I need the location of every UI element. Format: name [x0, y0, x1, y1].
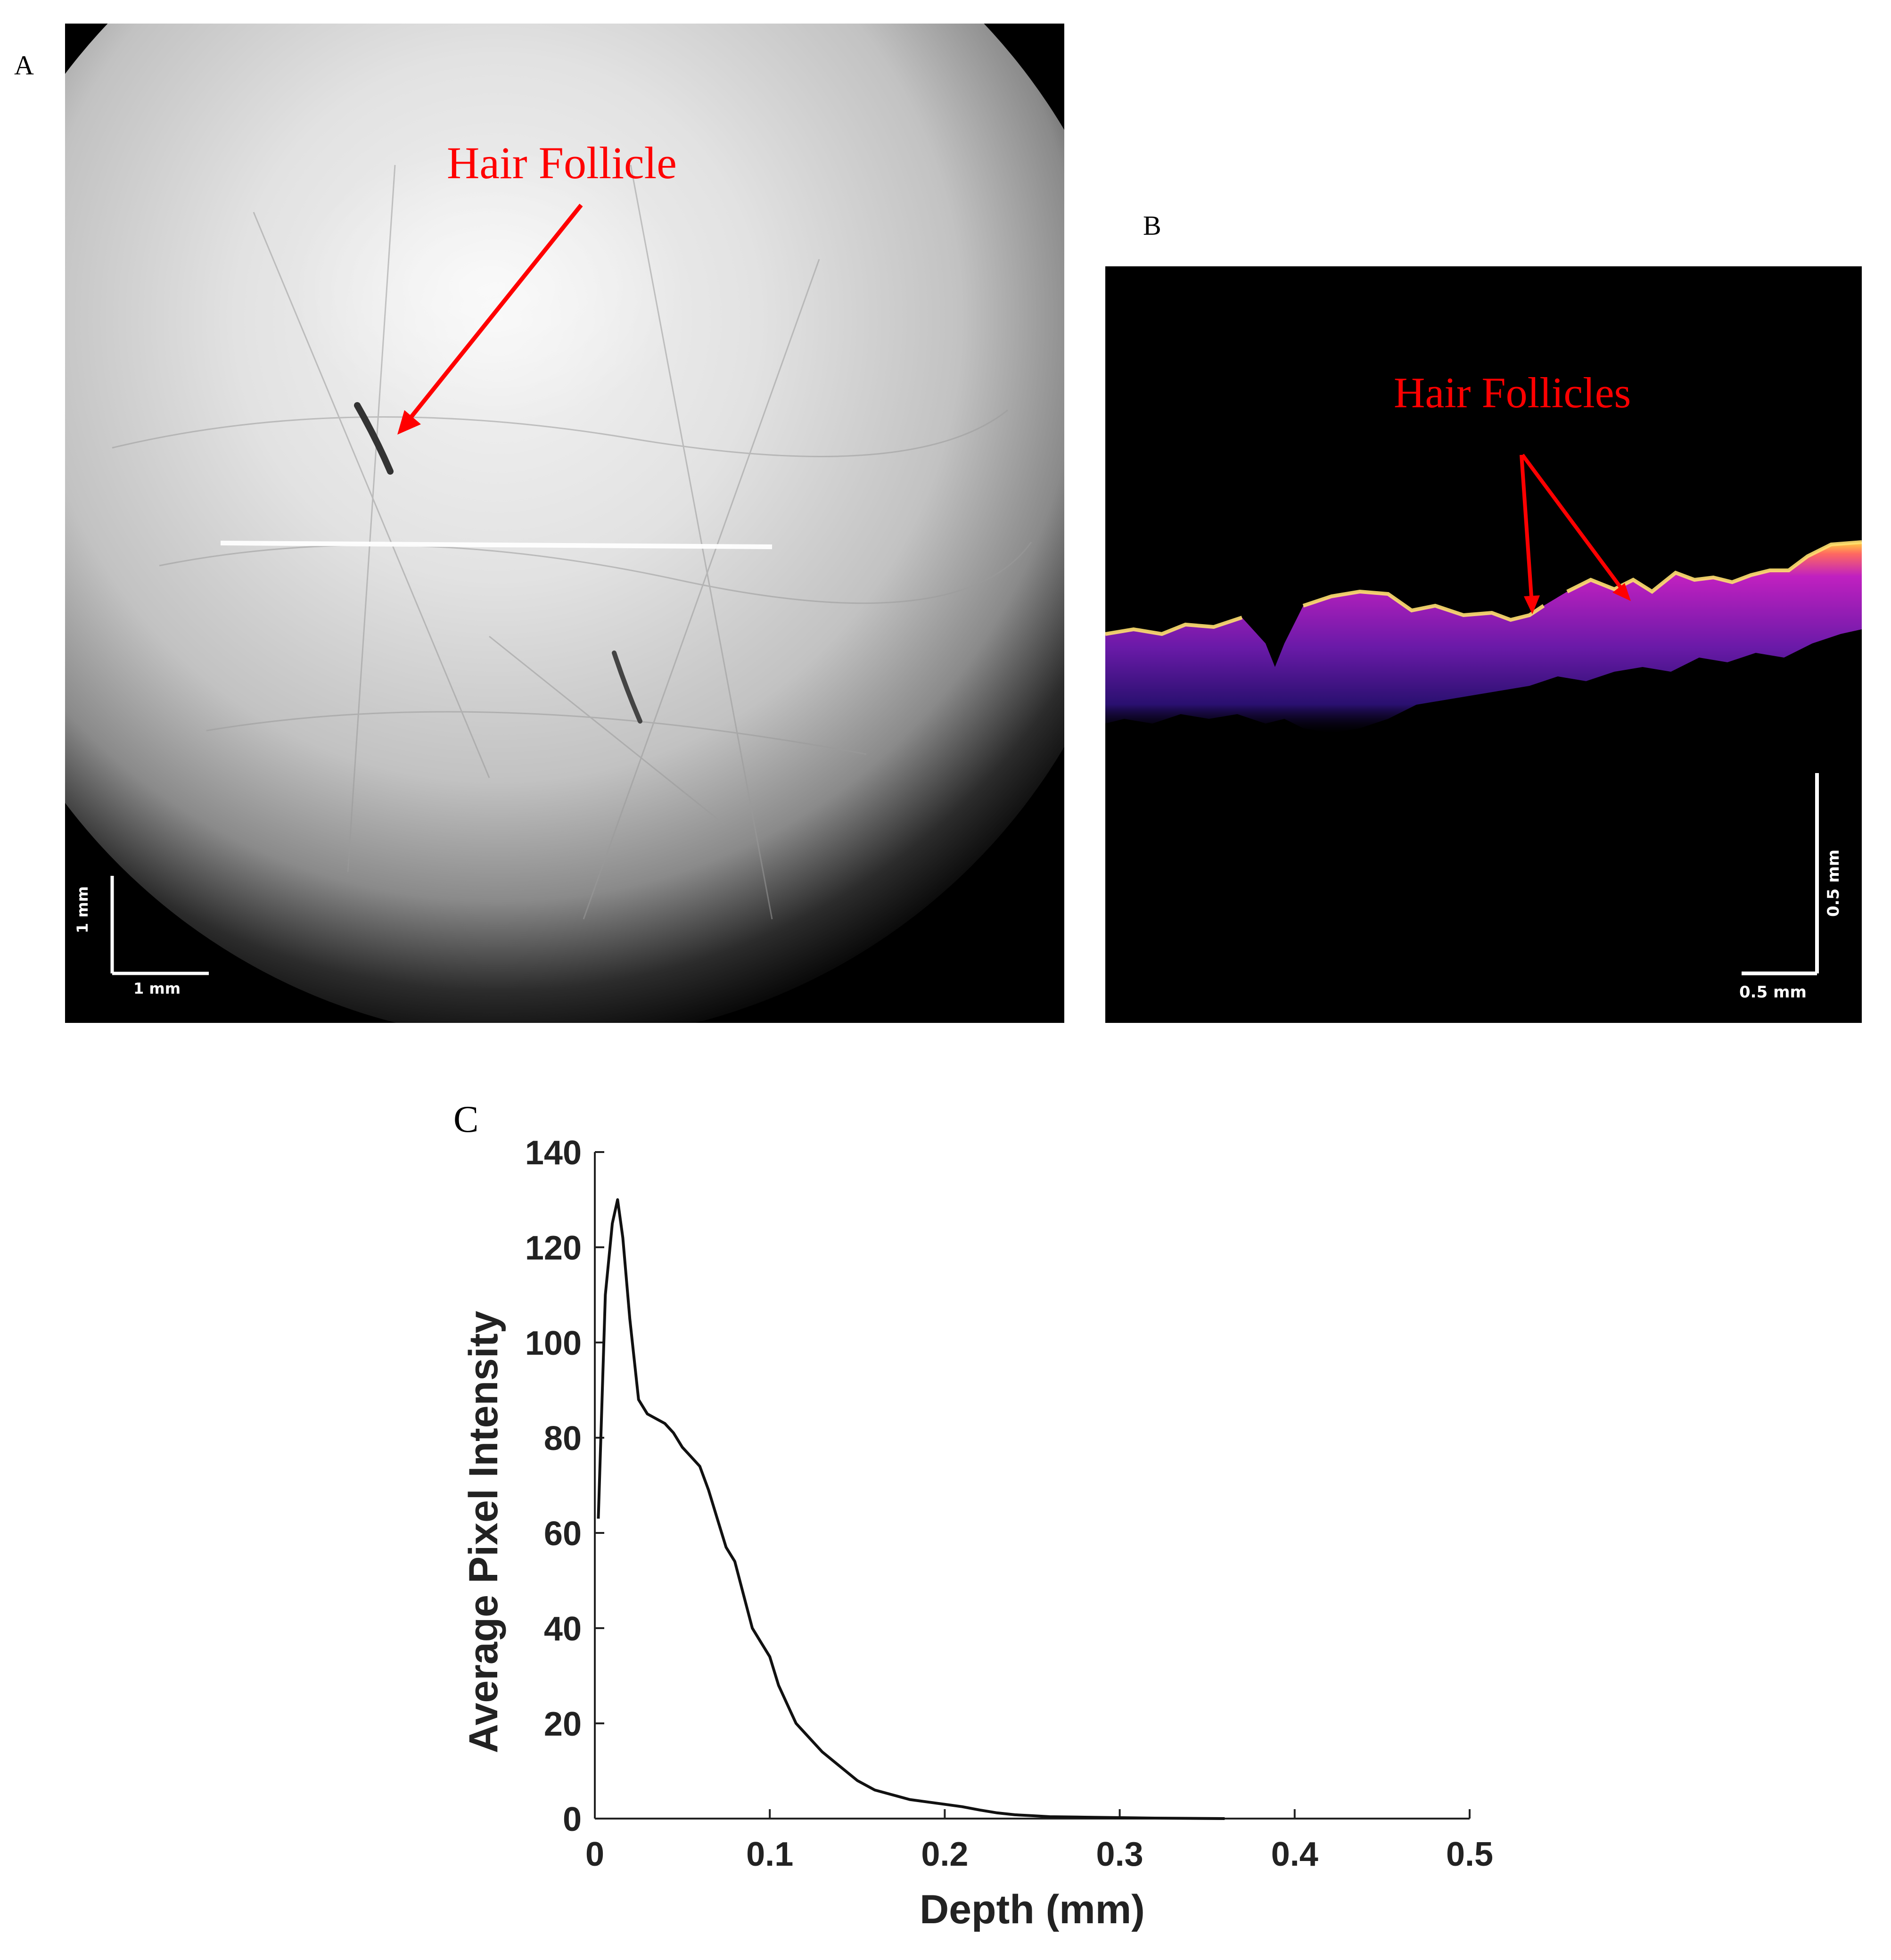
- annotation-arrow-b1-shaft: [1520, 454, 1534, 604]
- annotation-arrow-a-head: [397, 410, 421, 435]
- scale-bar-a-x-label: 1 mm: [133, 980, 181, 997]
- panel-c-label: C: [453, 1099, 479, 1140]
- x-tick-label: 0: [585, 1836, 604, 1873]
- annotation-arrow-b2-head: [1612, 583, 1631, 601]
- y-tick-label: 120: [525, 1229, 582, 1267]
- y-tick-label: 100: [525, 1325, 582, 1362]
- chart-axes: [594, 1152, 1470, 1820]
- chart-ticks: 0 0.1 0.2 0.3 0.4 0.5 0 20 40 60 80 100 120 140: [525, 1134, 1493, 1873]
- x-tick-label: 0.3: [1096, 1836, 1143, 1873]
- y-tick-label: 60: [544, 1515, 582, 1553]
- annotation-arrow-b1-head: [1524, 595, 1540, 614]
- y-axis-label: Average Pixel Intensity: [461, 1311, 506, 1754]
- annotation-arrow-a-shaft: [403, 204, 583, 426]
- intensity-series-line: [597, 1198, 1225, 1820]
- x-tick-label: 0.5: [1446, 1836, 1493, 1873]
- panel-b-label: B: [1143, 210, 1161, 241]
- scale-bar-a-y-label: 1 mm: [74, 886, 91, 933]
- hair-follicle-mark: [354, 402, 394, 475]
- scale-bar-b-x-label: 0.5 mm: [1739, 983, 1807, 1002]
- hair-follicles-label: Hair Follicles: [1394, 369, 1631, 417]
- hair-follicle-label: Hair Follicle: [447, 138, 677, 188]
- y-tick-label: 140: [525, 1134, 582, 1172]
- skin-texture-lines: [112, 165, 1032, 920]
- y-tick-label: 40: [544, 1610, 582, 1648]
- panel-a-label: A: [14, 50, 34, 81]
- annotation-arrow-b2-shaft: [1521, 453, 1626, 593]
- chart-series: [597, 1198, 1225, 1820]
- panel-a-image-svg: [65, 24, 1064, 1023]
- x-axis-label: Depth (mm): [920, 1887, 1145, 1932]
- scale-bar-b-y-label: 0.5 mm: [1824, 849, 1843, 917]
- y-tick-label: 20: [544, 1705, 582, 1743]
- panel-b-image-svg: [1105, 266, 1862, 1023]
- x-tick-label: 0.4: [1271, 1836, 1318, 1873]
- panel-a-dermoscopy-image: Hair Follicle 1 mm 1 mm: [65, 24, 1064, 1023]
- panel-c-line-chart: 0 0.1 0.2 0.3 0.4 0.5 0 20 40 60 80 100 120 140 Depth…: [461, 1134, 1493, 1932]
- panel-b-oct-image: Hair Follicles 0.5 mm 0.5 mm: [1105, 266, 1862, 1023]
- y-tick-label: 0: [563, 1801, 582, 1838]
- x-tick-label: 0.2: [921, 1836, 968, 1873]
- y-tick-label: 80: [544, 1420, 582, 1458]
- hair-mark-secondary: [612, 651, 642, 724]
- x-tick-label: 0.1: [746, 1836, 793, 1873]
- oct-tissue-layer: [1105, 542, 1862, 733]
- light-reflection-line: [220, 541, 773, 549]
